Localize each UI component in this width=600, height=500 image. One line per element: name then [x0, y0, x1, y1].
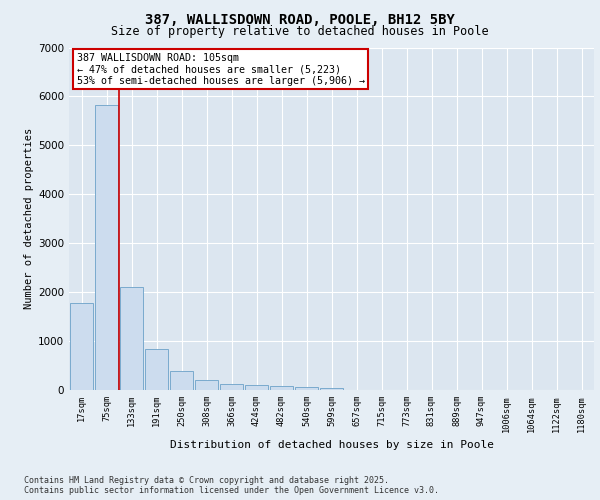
Bar	[70, 303, 94, 390]
Bar	[220, 384, 244, 390]
X-axis label: Distribution of detached houses by size in Poole: Distribution of detached houses by size …	[170, 440, 493, 450]
Bar	[119, 287, 143, 390]
Text: 387, WALLISDOWN ROAD, POOLE, BH12 5BY: 387, WALLISDOWN ROAD, POOLE, BH12 5BY	[145, 12, 455, 26]
Bar	[269, 386, 293, 390]
Bar	[170, 372, 193, 390]
Bar	[145, 349, 169, 390]
Text: Size of property relative to detached houses in Poole: Size of property relative to detached ho…	[111, 25, 489, 38]
Text: Contains HM Land Registry data © Crown copyright and database right 2025.
Contai: Contains HM Land Registry data © Crown c…	[24, 476, 439, 495]
Text: 387 WALLISDOWN ROAD: 105sqm
← 47% of detached houses are smaller (5,223)
53% of : 387 WALLISDOWN ROAD: 105sqm ← 47% of det…	[77, 52, 365, 86]
Bar	[194, 380, 218, 390]
Bar	[320, 388, 343, 390]
Bar	[245, 385, 268, 390]
Bar	[95, 104, 118, 390]
Bar	[295, 387, 319, 390]
Y-axis label: Number of detached properties: Number of detached properties	[24, 128, 34, 310]
